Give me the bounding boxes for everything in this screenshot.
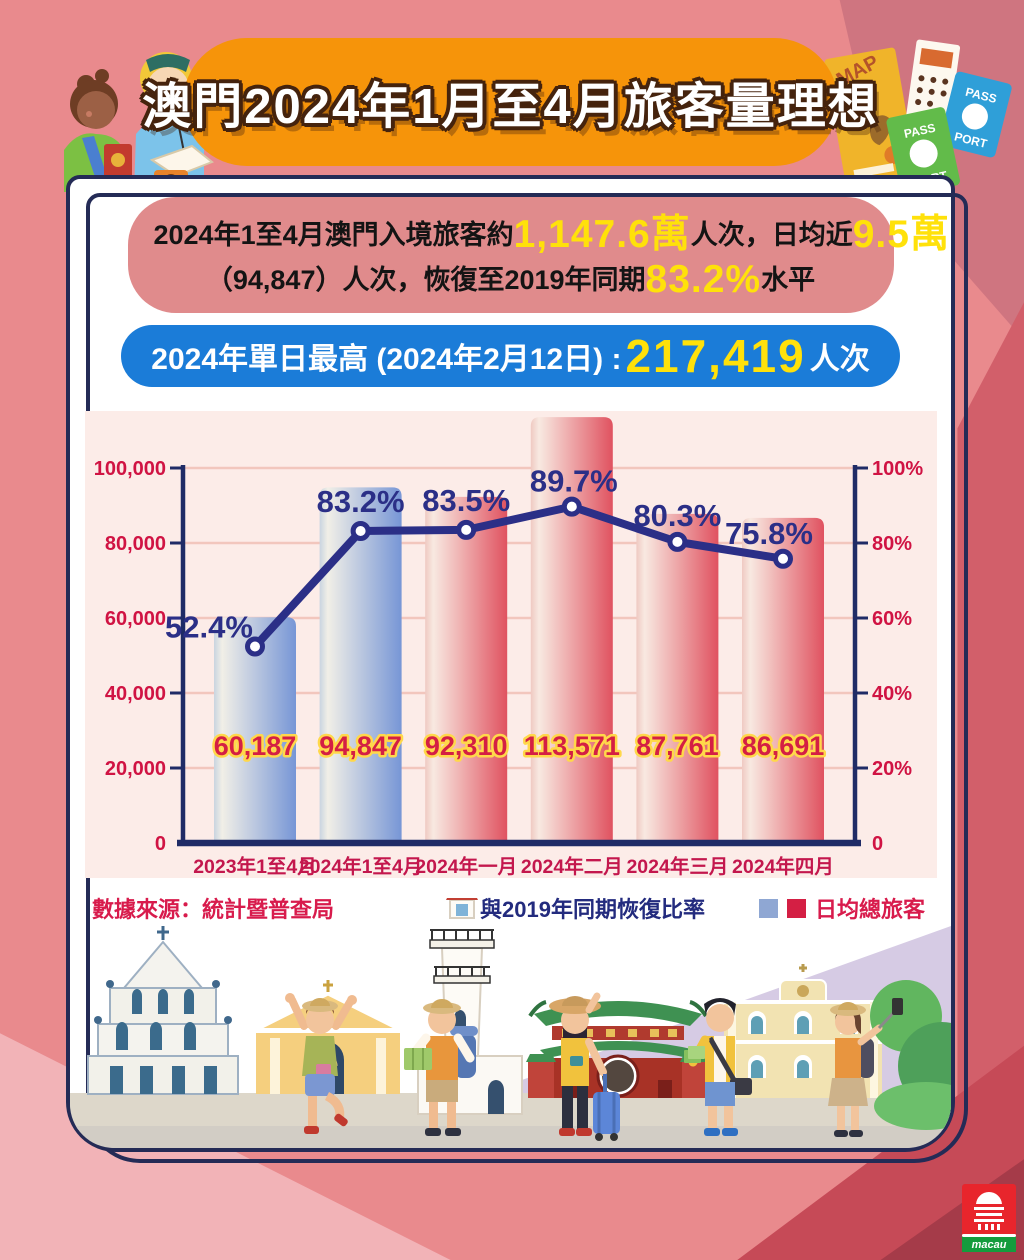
legend-line-entry: 與2019年同期恢復比率 bbox=[458, 892, 705, 924]
summary-text: （94,847）人次，恢復至2019年同期 bbox=[205, 265, 646, 295]
svg-text:macau: macau bbox=[972, 1239, 1007, 1251]
summary-text: 2024年1至4月澳門入境旅客約 bbox=[153, 220, 514, 250]
passport-blue-icon: PASS PORT bbox=[939, 71, 1012, 158]
tourist-2-backpacker bbox=[404, 999, 478, 1136]
line-value-label: 75.8% bbox=[725, 516, 813, 551]
red-bar-swatch-icon bbox=[786, 898, 806, 918]
visitors-chart: 0 20,000 40,000 60,000 80,000 100,000 0 20% 40% 6… bbox=[93, 417, 923, 878]
chart-legend: 與2019年同期恢復比率 日均總旅客 bbox=[458, 892, 925, 924]
legend-bar-entry: 日均總旅客 bbox=[758, 892, 925, 924]
legend-line-label: 與2019年同期恢復比率 bbox=[480, 897, 705, 922]
summary-text: 人次，日均近 bbox=[690, 220, 853, 250]
line-value-label: 52.4% bbox=[165, 610, 253, 645]
bar-value-label: 86,691 bbox=[741, 731, 824, 761]
y-right-tick-label: 60% bbox=[872, 608, 912, 630]
blue-bar-swatch-icon bbox=[758, 898, 778, 918]
y-left-tick-label: 40,000 bbox=[104, 683, 165, 705]
bar-3 bbox=[530, 417, 613, 843]
bar-value-label: 94,847 bbox=[319, 731, 402, 761]
y-left-tick-label: 80,000 bbox=[104, 533, 165, 555]
bar-5 bbox=[741, 517, 824, 843]
record-suffix: 人次 bbox=[809, 343, 870, 376]
bar-value-label: 60,187 bbox=[213, 731, 296, 761]
source-legend-row: 數據來源：統計暨普查局 與2019年同期恢復比率 日均總旅客 bbox=[92, 892, 925, 924]
line-point-2 bbox=[455, 519, 476, 540]
y-right-tick-label: 40% bbox=[872, 683, 912, 705]
line-point-1 bbox=[350, 521, 371, 541]
visitors-chart-panel: 0 20,000 40,000 60,000 80,000 100,000 0 20% 40% 6… bbox=[84, 411, 937, 878]
ruins-glyph-icon bbox=[974, 1192, 1004, 1230]
bar-value-label: 92,310 bbox=[424, 731, 507, 761]
line-point-0 bbox=[244, 636, 265, 657]
map-passports-illustration-icon: MAP PASS PORT PASS PORT bbox=[824, 39, 1012, 196]
x-category-label: 2024年一月 bbox=[415, 855, 517, 878]
record-label: 2024年單日最高 (2024年2月12日) : bbox=[151, 343, 622, 376]
x-category-label: 2024年四月 bbox=[732, 855, 834, 878]
svg-text:PASS: PASS bbox=[903, 121, 937, 141]
line-value-label: 83.2% bbox=[316, 484, 404, 519]
x-category-label: 2023年1至4月 bbox=[193, 855, 317, 878]
bar-0 bbox=[213, 617, 296, 843]
line-value-label: 83.5% bbox=[422, 483, 510, 518]
bar-1 bbox=[319, 487, 402, 843]
trees bbox=[870, 980, 951, 1130]
tourist-1-celebrating bbox=[285, 993, 357, 1134]
tourist-4-map bbox=[684, 998, 752, 1136]
passport-green-icon: PASS PORT bbox=[886, 107, 960, 196]
bar-value-label: 113,571 bbox=[523, 731, 619, 761]
line-value-label: 80.3% bbox=[633, 498, 721, 533]
summary-highlight-daily: 9.5萬 bbox=[852, 213, 950, 256]
y-right-tick-label: 100% bbox=[872, 458, 923, 480]
tourist-5-selfie bbox=[828, 998, 903, 1137]
road bbox=[70, 1126, 951, 1148]
bar-2 bbox=[424, 496, 507, 843]
y-left-tick-label: 0 bbox=[154, 833, 165, 855]
page-title: 澳門2024年1月至4月旅客量理想 bbox=[142, 79, 879, 134]
x-category-label: 2024年三月 bbox=[626, 855, 728, 878]
y-right-tick-label: 0 bbox=[872, 833, 883, 855]
macau-skyline-illustration bbox=[70, 898, 951, 1148]
suitcase bbox=[593, 1074, 620, 1141]
legend-bar-label: 日均總旅客 bbox=[814, 897, 925, 922]
y-left-tick-label: 100,000 bbox=[93, 458, 165, 480]
tourist-child bbox=[64, 69, 132, 192]
y-left-tick-label: 20,000 bbox=[104, 758, 165, 780]
y-right-tick-label: 80% bbox=[872, 533, 912, 555]
y-right-tick-label: 20% bbox=[872, 758, 912, 780]
ama-temple bbox=[526, 1000, 710, 1098]
tourist-3-suitcase bbox=[549, 992, 620, 1141]
record-box: 2024年單日最高 (2024年2月12日) : 217,419 人次 bbox=[121, 325, 900, 387]
content-card: 2024年1至4月澳門入境旅客約1,147.6萬人次，日均近9.5萬 （94,8… bbox=[66, 175, 968, 1163]
record-number: 217,419 bbox=[625, 330, 806, 382]
y-left-tick-label: 60,000 bbox=[104, 608, 165, 630]
line-point-4 bbox=[666, 531, 687, 552]
x-category-label: 2024年二月 bbox=[520, 855, 622, 878]
summary-highlight-recovery: 83.2% bbox=[645, 258, 762, 301]
data-source: 數據來源：統計暨普查局 bbox=[92, 897, 335, 922]
recovery-rate-line bbox=[250, 502, 787, 651]
x-category-label: 2024年1至4月 bbox=[298, 855, 422, 878]
skyline-svg bbox=[70, 898, 951, 1148]
summary-highlight-total: 1,147.6萬 bbox=[513, 213, 691, 256]
summary-line-2: （94,847）人次，恢復至2019年同期83.2%水平 bbox=[154, 260, 868, 299]
macau-tourism-logo: macau bbox=[962, 1184, 1016, 1252]
summary-text: 水平 bbox=[761, 265, 816, 295]
bar-value-label: 87,761 bbox=[636, 731, 719, 761]
line-value-label: 89.7% bbox=[529, 464, 617, 499]
summary-line-1: 2024年1至4月澳門入境旅客約1,147.6萬人次，日均近9.5萬 bbox=[153, 213, 949, 256]
bar-4 bbox=[635, 513, 718, 843]
summary-box: 2024年1至4月澳門入境旅客約1,147.6萬人次，日均近9.5萬 （94,8… bbox=[127, 197, 949, 313]
title-banner: 澳門2024年1月至4月旅客量理想 bbox=[142, 38, 877, 166]
line-point-5 bbox=[772, 548, 793, 569]
line-point-3 bbox=[561, 496, 582, 517]
ruins-st-paul bbox=[87, 926, 239, 1095]
